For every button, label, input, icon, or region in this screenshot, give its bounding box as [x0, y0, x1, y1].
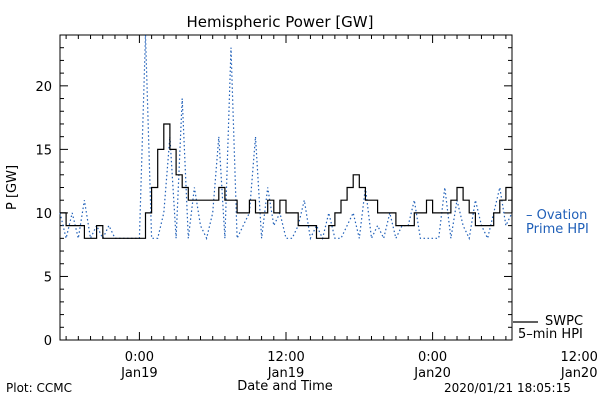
legend-ovation-label-line2: Prime HPI	[526, 222, 589, 237]
legend-swpc-label-line2: 5–min HPI	[518, 327, 583, 342]
y-tick-label: 5	[44, 270, 52, 285]
plot-timestamp: 2020/01/21 18:05:15	[444, 381, 571, 395]
x-tick-label-day: Jan19	[120, 366, 158, 381]
y-tick-label: 15	[35, 143, 52, 158]
y-axis-label: P [GW]	[5, 165, 20, 210]
x-tick-label-day: Jan20	[413, 366, 451, 381]
x-tick-label-time: 12:00	[267, 350, 304, 365]
plot-credit: Plot: CCMC	[6, 381, 72, 395]
y-tick-label: 20	[35, 80, 52, 95]
y-tick-label: 10	[35, 207, 52, 222]
x-tick-label-time: 0:00	[418, 350, 447, 365]
x-axis-label: Date and Time	[237, 379, 333, 394]
chart-title: Hemispheric Power [GW]	[187, 13, 374, 31]
y-tick-label: 0	[44, 334, 52, 349]
plot-frame	[59, 34, 513, 341]
legend-ovation-label-line1: – Ovation	[526, 208, 587, 223]
legend-swpc-label-line1: SWPC	[545, 314, 583, 329]
x-axis-ticks: 0:00Jan1912:00Jan190:00Jan2012:00Jan200:…	[65, 35, 598, 381]
y-axis-ticks: 0 5 10 15 20	[35, 34, 512, 349]
x-tick-label-time: 0:00	[125, 350, 154, 365]
series-line-swpc-hpi	[60, 123, 513, 239]
x-tick-label-time: 12:00	[560, 350, 597, 365]
x-tick-label-day: Jan19	[267, 366, 305, 381]
x-tick-label-day: Jan20	[560, 366, 598, 381]
